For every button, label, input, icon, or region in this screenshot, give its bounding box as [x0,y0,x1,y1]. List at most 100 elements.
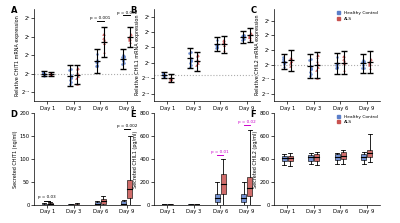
Point [213,46,219,49]
Point [93,64,99,68]
Bar [194,204,200,205]
Text: p = 0.02: p = 0.02 [238,120,256,124]
Point [220,40,226,44]
Point [94,64,100,68]
Point [188,59,194,62]
Point [281,60,288,64]
Point [334,56,340,59]
Point [220,38,226,41]
Point [40,71,46,74]
Point [221,48,227,52]
Point [240,33,247,37]
Text: F: F [251,110,256,119]
Point [67,76,74,80]
Legend: Healthy Control, ALS: Healthy Control, ALS [337,115,378,124]
Point [308,57,314,61]
Point [47,72,54,76]
Bar [308,155,313,161]
Point [214,45,220,49]
Text: p = 0.002: p = 0.002 [116,124,137,128]
Point [48,72,54,75]
Point [288,60,294,63]
Point [48,72,54,76]
Bar [188,204,193,205]
Point [68,75,74,79]
Point [334,63,340,66]
Point [360,58,366,62]
Text: E: E [131,110,136,119]
Bar [288,156,293,161]
Text: C: C [251,6,257,15]
Text: p = 0.002: p = 0.002 [116,11,137,15]
Point [126,37,133,41]
Point [168,76,174,79]
Point [334,63,341,66]
Point [340,62,347,65]
Point [360,59,367,62]
Point [361,66,367,69]
Point [127,33,133,37]
Point [239,34,246,37]
Point [74,82,80,85]
Point [308,67,314,71]
Point [41,72,47,76]
Point [75,66,81,70]
Point [94,52,100,56]
Point [188,58,194,62]
Point [188,50,194,54]
Point [48,72,54,75]
Point [41,73,47,76]
Point [47,73,54,76]
Point [366,62,373,66]
Point [247,37,254,41]
Point [188,63,194,67]
Point [101,32,108,36]
Point [340,62,347,65]
Point [160,72,166,75]
Point [308,64,314,67]
Point [101,37,108,40]
Point [68,68,74,71]
Point [100,39,107,42]
Point [126,38,132,41]
Point [246,33,252,37]
Point [93,61,99,64]
Point [315,53,321,57]
Point [214,43,221,47]
Point [193,63,200,67]
Point [119,62,126,65]
Point [282,60,288,64]
Point [168,76,174,79]
Bar [48,203,53,205]
Point [368,57,374,60]
Point [214,43,220,47]
Point [187,61,193,65]
Point [359,63,366,67]
Point [47,72,54,75]
Point [186,65,193,68]
Point [187,59,194,63]
Bar [341,152,346,159]
Point [308,66,314,70]
Point [220,43,227,47]
Point [194,57,200,61]
Point [314,62,321,65]
Point [239,38,246,41]
Point [127,37,133,40]
Point [333,66,339,70]
Bar [74,204,80,205]
Point [280,59,286,62]
Point [287,61,294,65]
Bar [361,154,366,160]
Point [314,55,320,59]
Point [94,60,101,64]
Point [288,59,294,63]
Point [287,57,294,60]
Text: B: B [131,6,137,15]
Point [48,72,54,76]
Point [161,74,167,78]
Point [100,32,106,35]
Point [359,60,366,64]
Point [41,72,48,75]
Point [314,76,320,79]
